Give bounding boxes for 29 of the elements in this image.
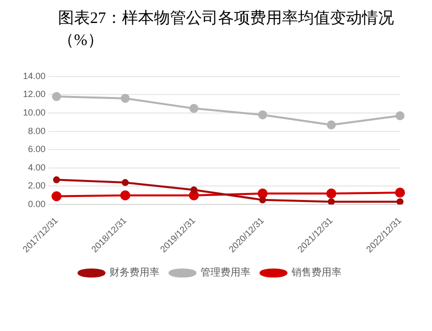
legend-label: 财务费用率 (110, 266, 160, 279)
point (190, 186, 198, 194)
point (53, 176, 60, 184)
point (52, 191, 62, 202)
point (122, 179, 129, 186)
y-tick-label: 8.00 (28, 126, 46, 136)
point (326, 188, 336, 199)
point (396, 111, 404, 120)
legend-label: 管理费用率 (200, 266, 250, 279)
point (258, 110, 268, 120)
y-tick-label: 4.00 (28, 162, 46, 172)
point (258, 188, 268, 199)
chart-title: 图表27：样本物管公司各项费用率均值变动情况（%） (58, 8, 395, 51)
point (120, 190, 130, 200)
legend-label: 销售费用率 (290, 266, 342, 279)
point (395, 188, 405, 198)
point (52, 92, 62, 102)
y-tick-label: 10.00 (22, 107, 46, 118)
point (189, 104, 198, 113)
point (328, 198, 335, 205)
point (396, 198, 404, 205)
y-tick-label: 6.00 (28, 144, 46, 154)
y-tick-label: 14.00 (22, 70, 46, 81)
y-tick-label: 2.00 (28, 180, 46, 191)
y-tick-label: 0.00 (28, 198, 46, 209)
y-tick-label: 12.00 (22, 89, 46, 100)
point (326, 120, 336, 130)
point (259, 196, 266, 204)
point (120, 94, 130, 103)
